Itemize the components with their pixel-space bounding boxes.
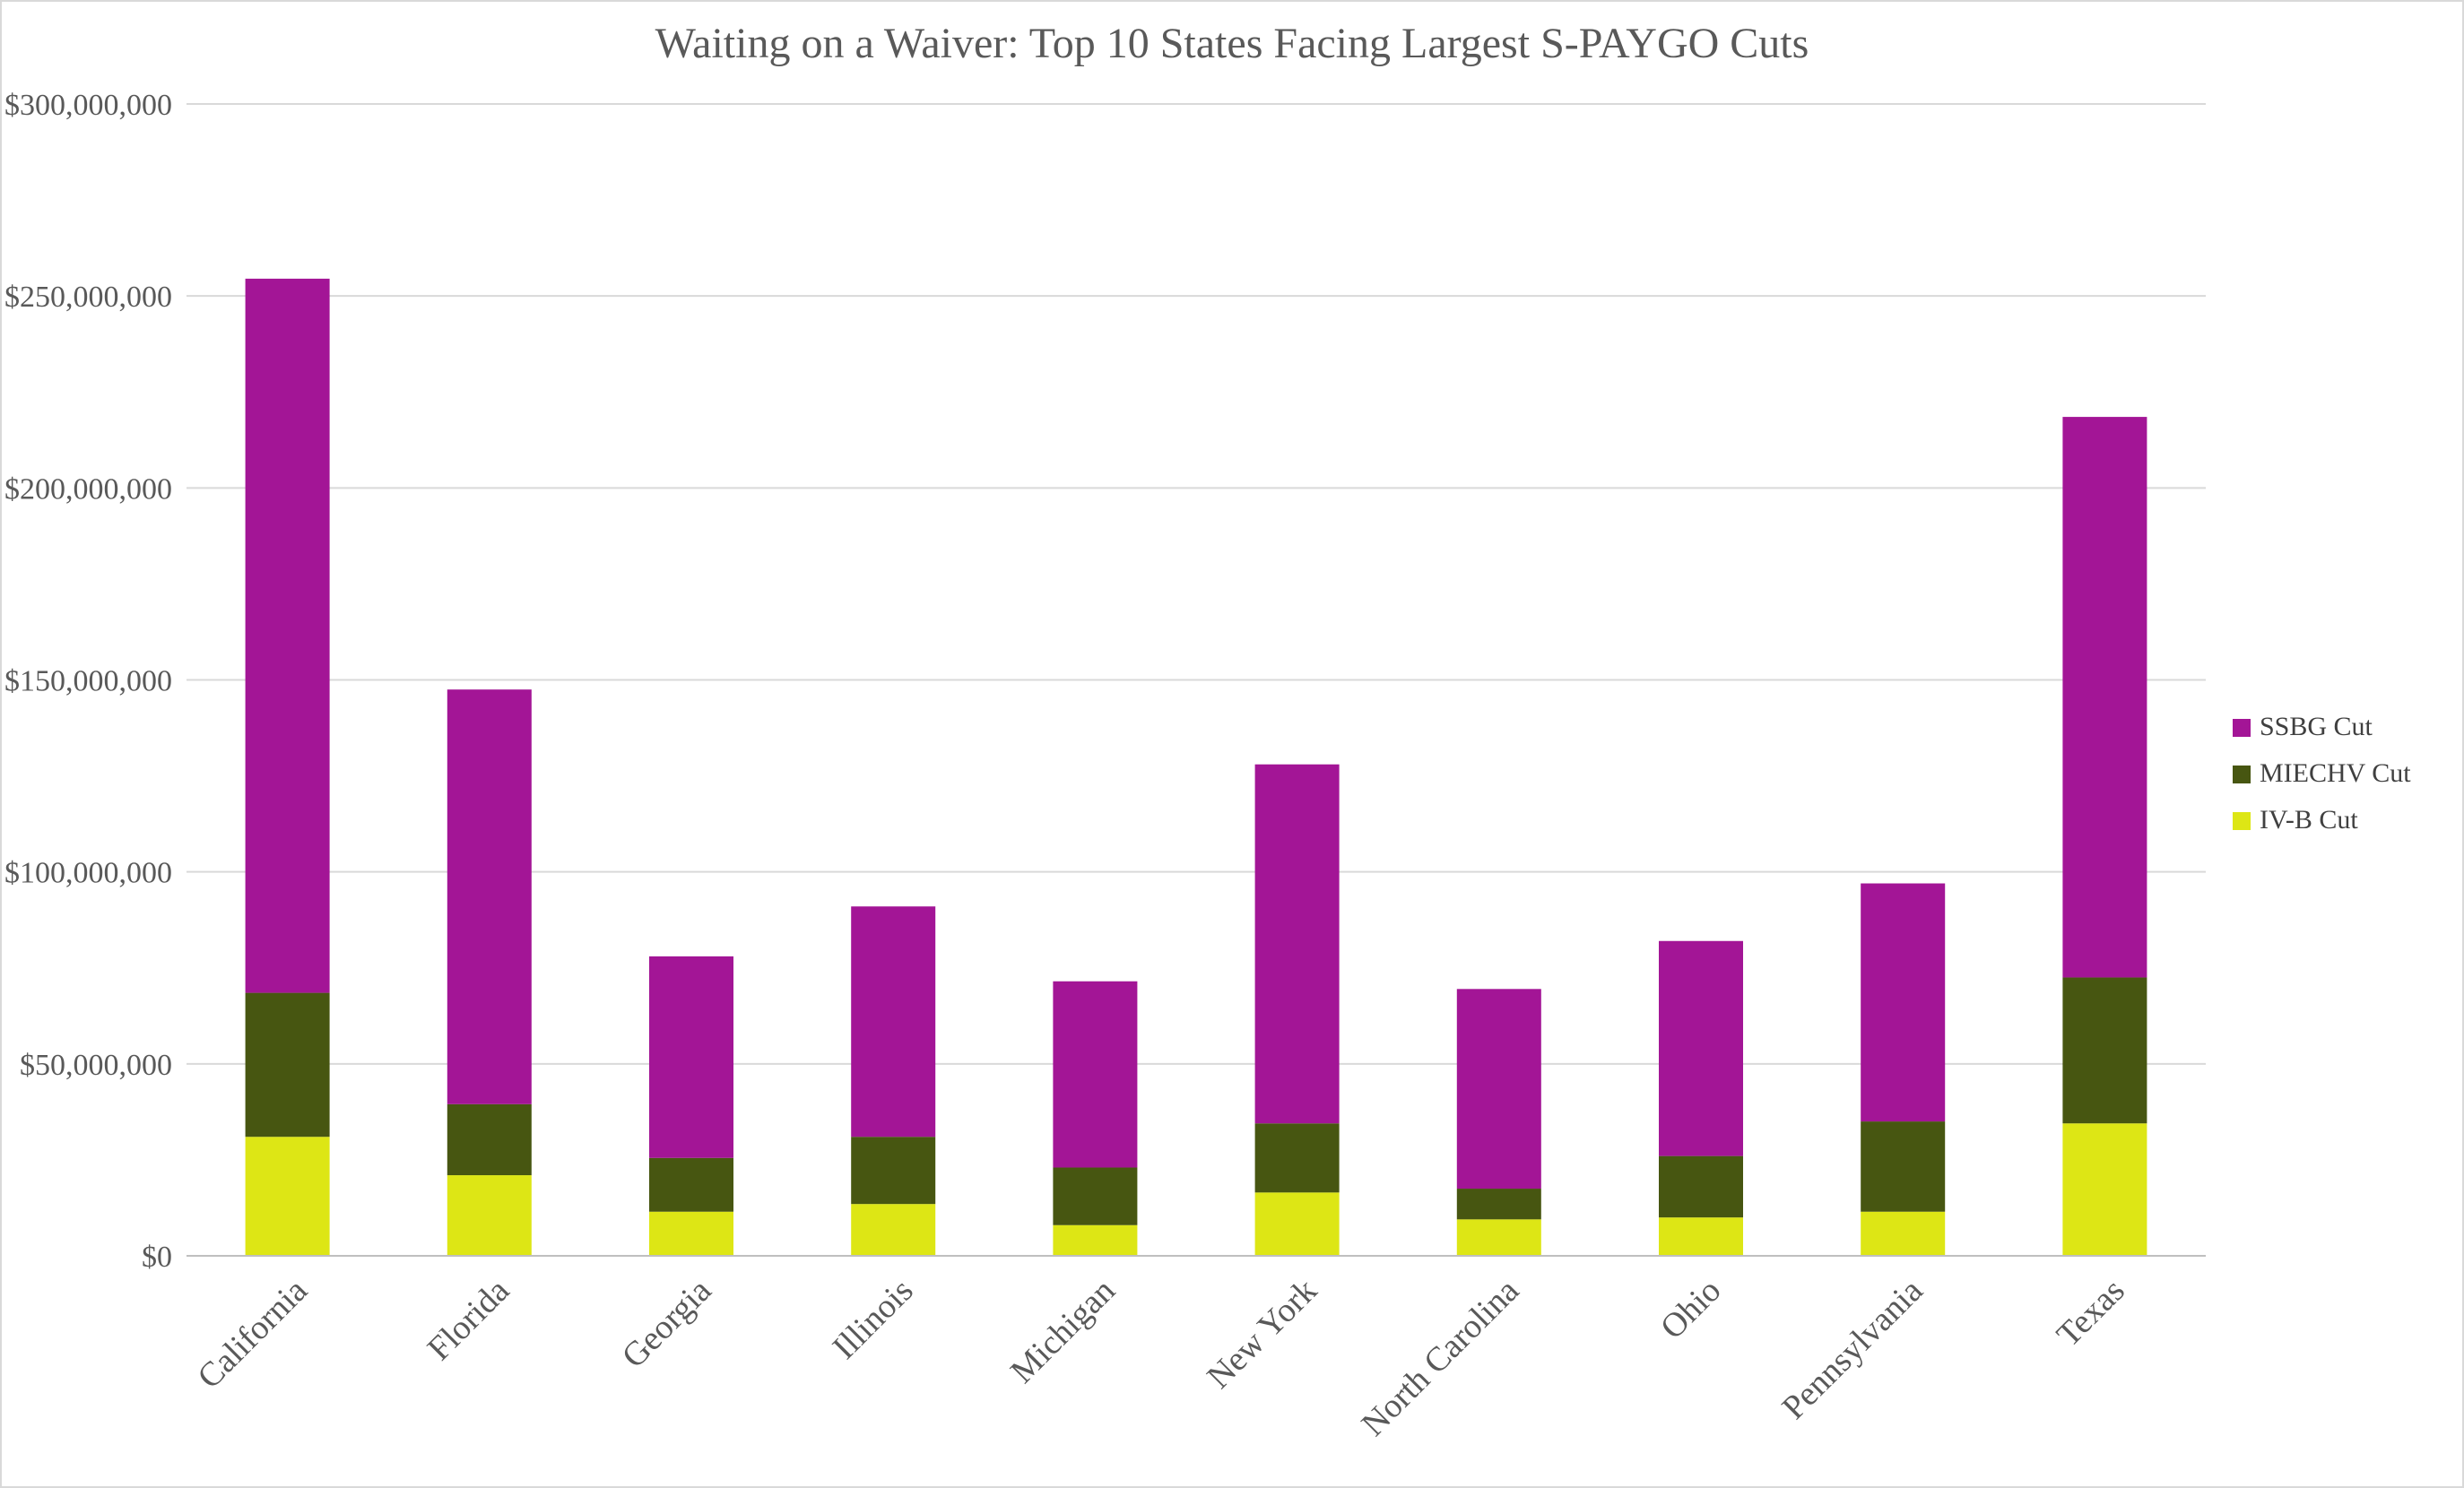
x-category-label: Pennsylvania — [1775, 1272, 1930, 1427]
legend-swatch — [2233, 812, 2251, 830]
bar-miechv-cut-california — [245, 992, 330, 1138]
legend-item: IV-B Cut — [2233, 805, 2358, 835]
x-category-label: California — [190, 1272, 315, 1397]
bar-miechv-cut-north-carolina — [1456, 1189, 1541, 1220]
x-category-label: Georgia — [615, 1272, 719, 1376]
bar-ssbg-cut-ohio — [1659, 940, 1743, 1156]
bar-ssbg-cut-georgia — [649, 956, 733, 1158]
bar-iv-b-cut-michigan — [1053, 1224, 1138, 1256]
bar-miechv-cut-georgia — [649, 1157, 733, 1212]
x-category-label: Florida — [421, 1272, 516, 1368]
bar-iv-b-cut-florida — [447, 1175, 532, 1256]
bar-ssbg-cut-florida — [447, 689, 532, 1104]
bar-iv-b-cut-north-carolina — [1456, 1219, 1541, 1256]
y-tick-label: $300,000,000 — [4, 89, 172, 122]
bar-ssbg-cut-michigan — [1053, 981, 1138, 1168]
x-axis-category-labels: California Florida Georgia Illinois Michigan… — [190, 1272, 2131, 1444]
bar-iv-b-cut-california — [245, 1137, 330, 1256]
legend-swatch — [2233, 766, 2251, 783]
x-category-label: North Carolina — [1355, 1272, 1527, 1444]
chart-title: Waiting on a Waiver: Top 10 States Facin… — [655, 20, 1809, 67]
x-category-label: Texas — [2050, 1272, 2132, 1354]
bar-iv-b-cut-new-york — [1254, 1192, 1340, 1256]
bars — [245, 278, 2147, 1256]
legend-item: MIECHV Cut — [2233, 758, 2411, 788]
y-tick-label: $0 — [142, 1241, 172, 1274]
bar-ssbg-cut-pennsylvania — [1861, 883, 1946, 1122]
bar-ssbg-cut-north-carolina — [1456, 989, 1541, 1190]
x-category-label: New York — [1200, 1272, 1324, 1397]
bar-ssbg-cut-texas — [2062, 417, 2147, 978]
bar-ssbg-cut-new-york — [1254, 764, 1340, 1124]
legend-label: IV-B Cut — [2260, 805, 2358, 835]
bar-miechv-cut-new-york — [1254, 1123, 1340, 1193]
y-tick-label: $250,000,000 — [4, 281, 172, 314]
x-category-label: Illinois — [826, 1272, 921, 1367]
bar-ssbg-cut-illinois — [851, 906, 936, 1138]
bar-iv-b-cut-georgia — [649, 1211, 733, 1256]
y-tick-label: $100,000,000 — [4, 857, 172, 890]
bar-iv-b-cut-ohio — [1659, 1217, 1743, 1256]
y-axis-tick-labels: $0 $50,000,000 $100,000,000 $150,000,000 $20… — [4, 89, 172, 1274]
y-tick-label: $150,000,000 — [4, 665, 172, 698]
bar-miechv-cut-illinois — [851, 1137, 936, 1205]
bar-iv-b-cut-texas — [2062, 1123, 2147, 1256]
y-tick-label: $50,000,000 — [20, 1049, 172, 1082]
x-category-label: Ohio — [1653, 1272, 1728, 1346]
bar-iv-b-cut-illinois — [851, 1204, 936, 1256]
legend-item: SSBG Cut — [2233, 712, 2373, 741]
bar-ssbg-cut-california — [245, 278, 330, 993]
legend-swatch — [2233, 719, 2251, 737]
legend-label: MIECHV Cut — [2260, 758, 2411, 788]
y-tick-label: $200,000,000 — [4, 472, 172, 506]
legend: SSBG Cut MIECHV Cut IV-B Cut — [2233, 712, 2411, 835]
legend-label: SSBG Cut — [2260, 712, 2373, 741]
bar-miechv-cut-pennsylvania — [1861, 1121, 1946, 1212]
bar-miechv-cut-michigan — [1053, 1167, 1138, 1225]
bar-miechv-cut-ohio — [1659, 1155, 1743, 1218]
bar-miechv-cut-texas — [2062, 977, 2147, 1124]
bar-miechv-cut-florida — [447, 1103, 532, 1176]
bar-iv-b-cut-pennsylvania — [1861, 1211, 1946, 1256]
x-category-label: Michigan — [1003, 1272, 1123, 1391]
